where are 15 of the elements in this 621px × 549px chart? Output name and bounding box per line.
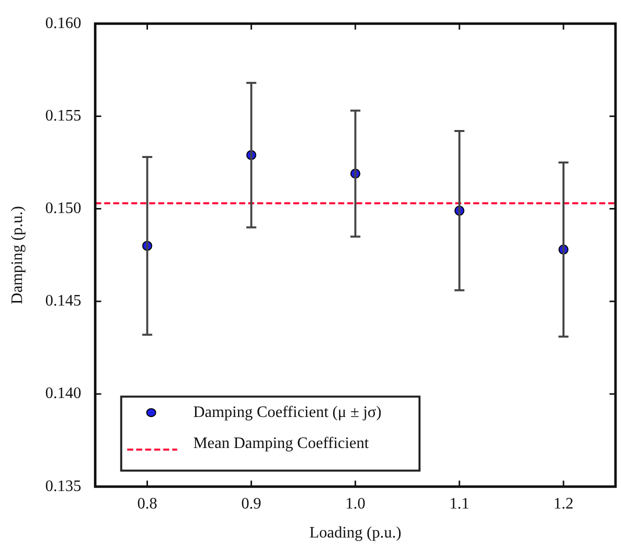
y-tick-label: 0.145 (45, 292, 82, 310)
x-tick-label: 1.0 (345, 495, 366, 512)
y-tick-label: 0.160 (45, 14, 82, 32)
x-axis-title: Loading (p.u.) (309, 524, 402, 542)
legend-label: Mean Damping Coefficient (193, 434, 370, 452)
y-tick-label: 0.155 (45, 107, 82, 124)
x-tick-label: 0.9 (241, 495, 262, 512)
y-axis-title: Damping (p.u.) (8, 206, 26, 304)
x-tick-label: 1.2 (553, 495, 574, 512)
x-tick-label: 1.1 (449, 495, 470, 512)
legend-label: Damping Coefficient (μ ± jσ) (193, 404, 382, 421)
y-tick-label: 0.140 (45, 385, 82, 402)
y-tick-label: 0.135 (45, 478, 82, 495)
y-tick-label: 0.150 (45, 200, 82, 218)
x-tick-label: 0.8 (137, 495, 158, 512)
